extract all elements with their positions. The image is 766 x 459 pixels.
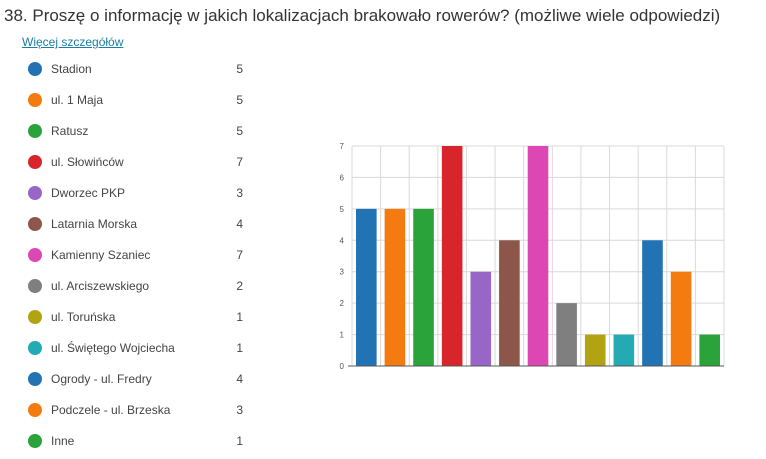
legend-color-dot [28,279,42,293]
legend-color-dot [28,248,42,262]
y-tick-label: 3 [340,268,345,277]
y-tick-label: 5 [340,205,345,214]
legend-color-dot [28,403,42,417]
legend-count: 7 [236,248,243,262]
legend-item: ul. Świętego Wojciecha 1 [28,337,243,359]
bar [527,146,549,366]
legend-label: Kamienny Szaniec [51,248,151,262]
legend-item: Stadion 5 [28,58,243,80]
legend-label: ul. Arciszewskiego [51,279,150,293]
legend-item: Podczele - ul. Brzeska 3 [28,399,243,421]
legend-item: ul. Arciszewskiego 2 [28,275,243,297]
legend-color-dot [28,310,42,324]
legend-color-dot [28,93,42,107]
legend-count: 5 [236,124,243,138]
legend-color-dot [28,186,42,200]
legend-item: Ratusz 5 [28,120,243,142]
legend-item: Latarnia Morska 4 [28,213,243,235]
legend-color-dot [28,217,42,231]
legend-count: 2 [236,279,243,293]
legend-count: 4 [236,217,243,231]
y-tick-label: 1 [340,331,345,340]
legend-item: ul. 1 Maja 5 [28,89,243,111]
legend-item: Dworzec PKP 3 [28,182,243,204]
y-tick-label: 0 [340,362,345,371]
bar [584,334,606,366]
legend-label: Ratusz [51,124,89,138]
y-tick-label: 4 [340,236,345,245]
legend-label: ul. Toruńska [51,310,116,324]
bar [441,146,463,366]
legend-label: ul. Świętego Wojciecha [51,341,175,355]
bar [470,271,492,366]
legend-item: ul. Toruńska 1 [28,306,243,328]
legend-count: 7 [236,155,243,169]
bar [670,271,692,366]
bar [556,303,577,366]
question-title: 38. Proszę o informację w jakich lokaliz… [4,6,721,25]
bar [613,334,635,366]
legend-label: Latarnia Morska [51,217,138,231]
y-tick-label: 6 [340,173,345,182]
legend-label: Inne [51,434,75,448]
legend-count: 1 [236,434,243,448]
legend-label: Ogrody - ul. Fredry [51,372,152,386]
legend-label: Podczele - ul. Brzeska [51,403,171,417]
bar [699,334,720,366]
legend-label: ul. 1 Maja [51,93,104,107]
legend-count: 1 [236,341,243,355]
legend-item: ul. Słowińców 7 [28,151,243,173]
bar [413,208,434,366]
bar [356,208,377,366]
legend-color-dot [28,434,42,448]
bar [384,208,406,366]
legend-item: Kamienny Szaniec 7 [28,244,243,266]
y-tick-label: 2 [340,299,345,308]
legend-label: ul. Słowińców [51,155,124,169]
legend-color-dot [28,155,42,169]
legend-count: 5 [236,62,243,76]
bar [642,240,663,366]
legend-count: 3 [236,186,243,200]
legend-count: 1 [236,310,243,324]
legend-item: Ogrody - ul. Fredry 4 [28,368,243,390]
legend-color-dot [28,372,42,386]
bar-chart: 0 1 2 3 4 5 6 7 [340,142,725,371]
legend-count: 4 [236,372,243,386]
y-tick-label: 7 [340,142,345,151]
legend-color-dot [28,62,42,76]
legend-count: 5 [236,93,243,107]
more-details-link[interactable]: Więcej szczegółów [22,35,124,49]
legend-color-dot [28,341,42,355]
legend-item: Inne 1 [28,430,243,452]
legend-label: Dworzec PKP [51,186,126,200]
bar [499,240,520,366]
legend-label: Stadion [51,62,92,76]
legend-count: 3 [236,403,243,417]
legend-color-dot [28,124,42,138]
